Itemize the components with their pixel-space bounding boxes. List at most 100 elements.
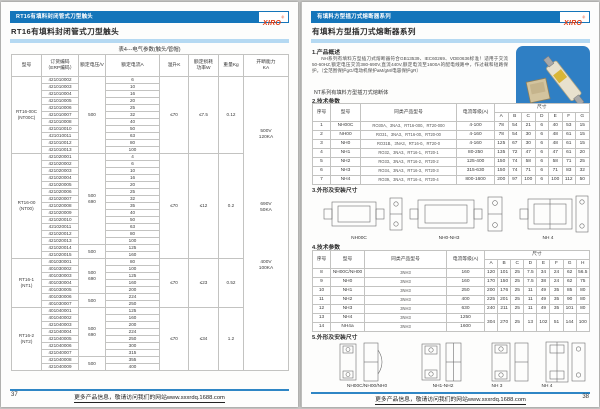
rated-current-cell: 50 (105, 216, 160, 224)
dimension-cell: 100 (521, 175, 536, 185)
model-cell: NH4 (330, 313, 365, 323)
model-cell: NH1 (330, 286, 365, 296)
dimension-column-header: G (575, 112, 590, 122)
dimension-cell: 150 (494, 157, 509, 167)
dimension-cell: 101 (562, 304, 577, 314)
order-code-cell: 421010004 (41, 90, 79, 98)
outline-drawings-row-1 (312, 192, 589, 236)
model-cell: NH3 (330, 166, 361, 176)
dimension-column-header: B (507, 112, 522, 122)
page-title: RT16有填料封闭管式刀型触头 (11, 27, 120, 36)
column-header: 电流等级(A) (446, 250, 485, 269)
rated-current-cell: 160 (105, 279, 160, 287)
dimension-column-header: C (510, 259, 525, 269)
order-code-cell: 401030001 (41, 258, 79, 266)
footer-website-text: 更多产品信息，敬请访问我们的网站www.sxxrdq.1688.com (375, 397, 526, 405)
dimension-cell: 11 (523, 304, 538, 314)
temp-rise-cell: ≤70 (159, 258, 189, 308)
dimension-cell: 225 (483, 295, 499, 305)
order-code-cell: 421010007 (41, 111, 79, 119)
order-code-cell: 401040002 (41, 314, 79, 322)
rated-current-cell: 250 (105, 300, 160, 308)
rated-current-cell: 125 (105, 244, 160, 252)
order-code-cell: 421020014 (41, 244, 79, 252)
rated-current-cell: 40 (105, 118, 160, 126)
order-code-cell: 421010003 (41, 83, 79, 91)
rated-current-cell: 63 (105, 132, 160, 140)
current-range-cell: 800-1600 (456, 175, 495, 185)
dimension-cell: 25 (575, 157, 590, 167)
model-cell: RT16-00 (NT00) (11, 153, 42, 259)
rated-current-cell: 32 (105, 195, 160, 203)
dimension-cell: 120 (483, 268, 499, 278)
dimension-cell: 100 (548, 175, 563, 185)
dimension-cell: 6 (534, 148, 549, 158)
header-bar-title: RT16有填料封闭管式刀型触头 (16, 14, 93, 20)
section-1-title: 1.产品概述 (312, 50, 341, 56)
model-cell: NH00 (330, 130, 361, 140)
rated-current-cell: 315 (105, 349, 160, 357)
rated-voltage-cell: 500 690 (78, 258, 106, 294)
dimension-cell: 67 (507, 139, 522, 149)
dimension-column-header: E (548, 112, 563, 122)
dimension-cell: 61 (561, 139, 576, 149)
model-cell: NH00C (330, 121, 361, 131)
xiro-logo: XIRO® (259, 12, 288, 27)
dimension-cell: 25 (510, 304, 525, 314)
rated-current-cell: 125 (105, 307, 160, 315)
dimension-cell: 58 (548, 157, 563, 167)
order-code-cell: 421020005 (41, 181, 79, 189)
section-3-title: 3.外形及安装尺寸 (312, 188, 358, 194)
dimension-column-header: A (494, 112, 509, 122)
dimension-cell: 13 (523, 313, 538, 332)
current-range-cell: 1600 (446, 322, 485, 332)
weight-cell: 1.2 (218, 307, 244, 371)
order-code-cell: 421010010 (41, 125, 79, 133)
drawing-label: NH0-NH3 (438, 236, 460, 241)
order-code-cell: 421010008 (41, 118, 79, 126)
rated-power-loss-cell: ≤12 (188, 153, 219, 259)
order-code-cell: 421010011 (41, 132, 79, 140)
technical-parameters-table-b: 序号 型号 同类产品型号 电流等级(A) 尺寸 A B C D E F G H 8 NH00C/NH00 3N… (312, 250, 590, 332)
order-code-cell: 421040007 (41, 349, 79, 357)
rated-current-cell: 250 (105, 335, 160, 343)
rated-current-cell: 200 (105, 286, 160, 294)
column-header: 型号 (11, 54, 42, 77)
similar-models-cell: 3NH3 (364, 268, 447, 278)
rated-voltage-cell: 500 690 (78, 307, 106, 357)
order-code-cell: 421020013 (41, 237, 79, 245)
dimension-cell: 15 (575, 139, 590, 149)
outline-drawings-row-2 (312, 340, 589, 384)
dimension-column-header: D (523, 259, 538, 269)
dimension-cell: 25 (510, 313, 525, 332)
order-code-cell: 421010013 (41, 146, 79, 154)
page-title: 有填料方型插刀式熔断器系列 (312, 27, 416, 36)
dimension-cell: 74 (507, 166, 522, 176)
dimensions-header: 尺寸 (494, 103, 590, 113)
dimension-cell: 15 (575, 130, 590, 140)
serial-cell: 2 (312, 130, 331, 140)
order-code-cell: 421040008 (41, 356, 79, 364)
weight-cell: 0.2 (218, 153, 244, 259)
current-range-cell: 160 (446, 277, 485, 287)
current-range-cell: 125-400 (456, 157, 495, 167)
similar-models-cell: 3NH3 (364, 277, 447, 287)
column-header: 额定电压/V (78, 54, 106, 77)
dimension-cell: 61 (561, 148, 576, 158)
rated-current-cell: 80 (105, 230, 160, 238)
rated-current-cell: 32 (105, 111, 160, 119)
dimension-cell: 50 (575, 175, 590, 185)
rated-voltage-cell: 500 (78, 244, 106, 259)
dimension-cell: 78 (494, 130, 509, 140)
dimension-cell: 144 (562, 313, 577, 332)
similar-models-cell: RO34、3NA3、RT16-3、RT20-3 (360, 166, 457, 176)
current-range-cell: 1250 (446, 313, 485, 323)
order-code-cell: 421020012 (41, 230, 79, 238)
dimension-cell: 75 (575, 277, 590, 287)
rated-current-cell: 6 (105, 76, 160, 84)
similar-models-cell: 3NH3 (364, 295, 447, 305)
similar-models-cell: RO32、3NA3、RT16-1、RT20-1 (360, 148, 457, 158)
dimension-cell: 11 (523, 295, 538, 305)
model-cell: RT16-2 (NT2) (11, 307, 42, 371)
serial-cell: 3 (312, 139, 331, 149)
